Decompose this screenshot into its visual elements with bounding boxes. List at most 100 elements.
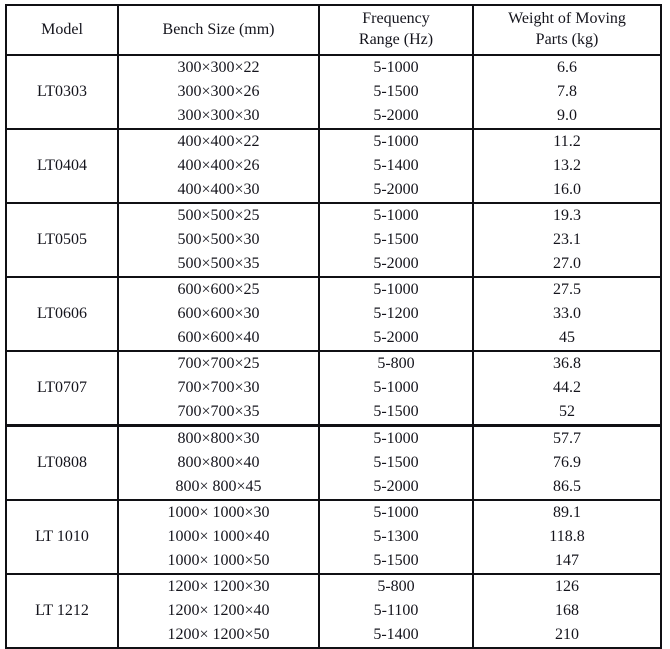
bench-size-cell: 400×400×26	[117, 154, 320, 178]
weight-cell: 86.5	[472, 475, 662, 500]
bench-size-cell: 400×400×22	[117, 129, 320, 154]
frequency-cell: 5-2000	[318, 326, 474, 351]
header-frequency-range: Frequency Range (Hz)	[318, 5, 474, 56]
weight-cell: 36.8	[472, 351, 662, 376]
table-row: LT0303 300×300×22 5-1000 6.6	[5, 55, 662, 129]
table-row: 1200× 1200×40 5-1100 168	[6, 599, 662, 623]
frequency-cell: 5-1500	[318, 549, 474, 574]
bench-size-cell: 300×300×22	[117, 55, 320, 80]
weight-cell: 16.0	[472, 178, 662, 203]
model-cell: LT0707	[5, 351, 119, 426]
table-row: LT 1010 1000× 1000×30 5-1000 89.1	[5, 500, 662, 574]
weight-cell: 13.2	[472, 154, 662, 178]
bench-size-cell: 1000× 1000×30	[117, 500, 320, 525]
table-row: 400×400×26 5-1400 13.2	[6, 154, 662, 178]
bench-size-cell: 600×600×25	[117, 277, 320, 302]
frequency-cell: 5-1500	[318, 228, 474, 252]
model-cell: LT0303	[5, 55, 119, 129]
bench-size-cell: 1200× 1200×50	[117, 623, 320, 648]
weight-cell: 44.2	[472, 376, 662, 400]
frequency-cell: 5-800	[318, 351, 474, 376]
frequency-cell: 5-1000	[318, 376, 474, 400]
frequency-cell: 5-800	[318, 574, 474, 599]
bench-size-cell: 1000× 1000×50	[117, 549, 320, 574]
table-header: Model Bench Size (mm) Frequency Range (H…	[5, 5, 662, 56]
table-row: 700×700×35 5-1500 52	[6, 400, 662, 426]
weight-cell: 168	[472, 599, 662, 623]
model-cell: LT 1010	[5, 500, 119, 574]
bench-size-cell: 1200× 1200×40	[117, 599, 320, 623]
bench-size-cell: 700×700×30	[117, 376, 320, 400]
bench-size-cell: 700×700×25	[117, 351, 320, 376]
table-row: LT0404 400×400×22 5-1000 11.2	[5, 129, 662, 203]
header-bench-size: Bench Size (mm)	[117, 5, 320, 56]
bench-size-cell: 800× 800×45	[117, 475, 320, 500]
bench-size-cell: 500×500×25	[117, 203, 320, 228]
table-row: 500×500×30 5-1500 23.1	[6, 228, 662, 252]
bench-size-cell: 300×300×26	[117, 80, 320, 104]
model-group-lt0303: LT0303 300×300×22 5-1000 6.6 300×300×26 …	[5, 55, 662, 129]
bench-size-cell: 400×400×30	[117, 178, 320, 203]
bench-size-cell: 800×800×40	[117, 451, 320, 475]
vibration-bench-spec-table: Model Bench Size (mm) Frequency Range (H…	[5, 4, 662, 649]
frequency-cell: 5-1100	[318, 599, 474, 623]
weight-cell: 33.0	[472, 302, 662, 326]
model-cell: LT 1212	[5, 574, 119, 648]
model-group-lt1010: LT 1010 1000× 1000×30 5-1000 89.1 1000× …	[5, 500, 662, 574]
table-row: LT0606 600×600×25 5-1000 27.5	[5, 277, 662, 351]
model-cell: LT0505	[5, 203, 119, 277]
weight-cell: 52	[472, 400, 662, 426]
weight-cell: 11.2	[472, 129, 662, 154]
table-row: 800×800×40 5-1500 76.9	[6, 451, 662, 475]
model-cell: LT0404	[5, 129, 119, 203]
table-row: 400×400×30 5-2000 16.0	[6, 178, 662, 203]
weight-cell: 9.0	[472, 104, 662, 129]
weight-cell: 19.3	[472, 203, 662, 228]
frequency-cell: 5-2000	[318, 475, 474, 500]
model-cell: LT0606	[5, 277, 119, 351]
weight-cell: 57.7	[472, 425, 662, 451]
frequency-cell: 5-1000	[318, 500, 474, 525]
bench-size-cell: 500×500×30	[117, 228, 320, 252]
model-cell: LT0808	[5, 425, 119, 500]
bench-size-cell: 500×500×35	[117, 252, 320, 277]
bench-size-cell: 700×700×35	[117, 400, 320, 426]
frequency-cell: 5-1200	[318, 302, 474, 326]
weight-cell: 76.9	[472, 451, 662, 475]
bench-size-cell: 300×300×30	[117, 104, 320, 129]
table-row: 800× 800×45 5-2000 86.5	[6, 475, 662, 500]
bench-size-cell: 600×600×30	[117, 302, 320, 326]
weight-cell: 27.0	[472, 252, 662, 277]
frequency-cell: 5-2000	[318, 104, 474, 129]
weight-cell: 118.8	[472, 525, 662, 549]
table-row: LT0707 700×700×25 5-800 36.8	[5, 351, 662, 426]
weight-cell: 23.1	[472, 228, 662, 252]
frequency-cell: 5-2000	[318, 178, 474, 203]
frequency-cell: 5-1000	[318, 277, 474, 302]
weight-cell: 210	[472, 623, 662, 648]
weight-cell: 126	[472, 574, 662, 599]
table-row: 500×500×35 5-2000 27.0	[6, 252, 662, 277]
weight-cell: 89.1	[472, 500, 662, 525]
model-group-lt0808: LT0808 800×800×30 5-1000 57.7 800×800×40…	[5, 425, 662, 500]
header-row: Model Bench Size (mm) Frequency Range (H…	[5, 5, 662, 56]
weight-cell: 27.5	[472, 277, 662, 302]
frequency-cell: 5-1500	[318, 80, 474, 104]
frequency-cell: 5-1300	[318, 525, 474, 549]
header-model: Model	[5, 5, 119, 56]
table-row: LT 1212 1200× 1200×30 5-800 126	[5, 574, 662, 648]
table-row: 1000× 1000×50 5-1500 147	[6, 549, 662, 574]
model-group-lt0707: LT0707 700×700×25 5-800 36.8 700×700×30 …	[5, 351, 662, 426]
table-row: 600×600×40 5-2000 45	[6, 326, 662, 351]
model-group-lt0505: LT0505 500×500×25 5-1000 19.3 500×500×30…	[5, 203, 662, 277]
model-group-lt0404: LT0404 400×400×22 5-1000 11.2 400×400×26…	[5, 129, 662, 203]
bench-size-cell: 600×600×40	[117, 326, 320, 351]
frequency-cell: 5-1000	[318, 55, 474, 80]
frequency-cell: 5-1400	[318, 623, 474, 648]
model-group-lt1212: LT 1212 1200× 1200×30 5-800 126 1200× 12…	[5, 574, 662, 648]
weight-cell: 147	[472, 549, 662, 574]
bench-size-cell: 1200× 1200×30	[117, 574, 320, 599]
weight-cell: 45	[472, 326, 662, 351]
header-weight: Weight of Moving Parts (kg)	[472, 5, 662, 56]
